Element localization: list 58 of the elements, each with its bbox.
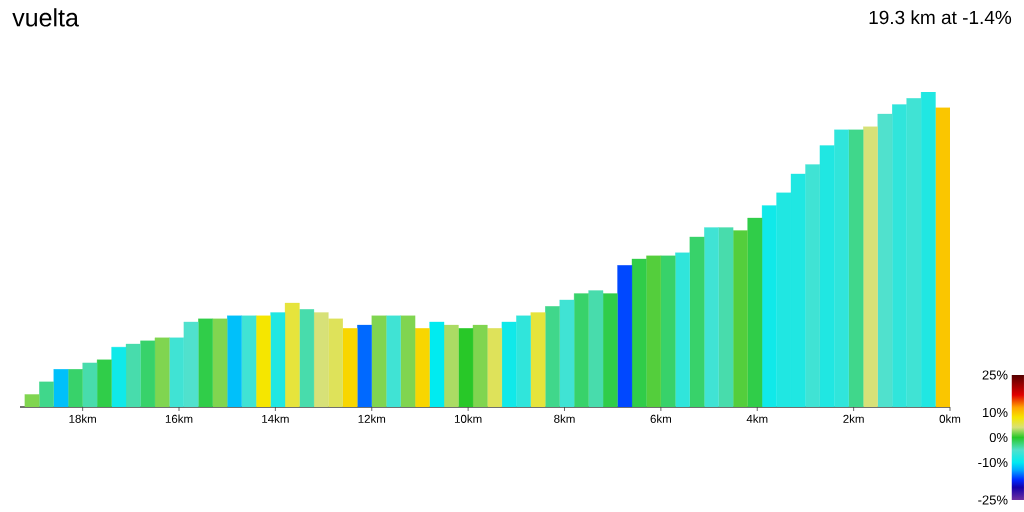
- x-tick-label: 8km: [554, 414, 575, 423]
- bar: [631, 258, 647, 407]
- x-tick-label: 2km: [843, 414, 864, 423]
- bar: [342, 328, 358, 407]
- bar: [39, 381, 54, 407]
- bar: [935, 107, 950, 407]
- x-tick-label: 12km: [358, 414, 386, 423]
- bar: [545, 306, 560, 407]
- bar: [328, 318, 343, 407]
- bar: [313, 312, 329, 407]
- bar: [819, 145, 835, 407]
- chart-title: vuelta: [12, 8, 79, 27]
- bar: [863, 126, 878, 407]
- bar: [675, 252, 690, 407]
- bar: [82, 362, 98, 407]
- bar: [733, 230, 748, 407]
- chart-subtitle: 19.3 km at -1.4%: [869, 10, 1012, 25]
- x-tick-label: 16km: [165, 414, 193, 423]
- color-bar-label: -25%: [978, 495, 1008, 505]
- bar: [154, 337, 170, 407]
- bar: [660, 255, 676, 407]
- bar: [689, 236, 705, 407]
- bar: [183, 321, 199, 407]
- bar: [530, 312, 546, 407]
- bar: [198, 318, 213, 407]
- bar: [212, 318, 228, 407]
- bar: [834, 129, 849, 407]
- bar: [270, 312, 286, 407]
- x-tick-label: 6km: [650, 414, 671, 423]
- x-tick-label: 18km: [69, 414, 96, 423]
- bar: [386, 315, 401, 407]
- bar: [704, 227, 719, 407]
- bar: [892, 104, 907, 407]
- bar: [848, 129, 864, 407]
- bar: [371, 315, 387, 407]
- bar: [906, 98, 922, 407]
- bar: [227, 315, 242, 407]
- bar: [588, 290, 604, 407]
- bar: [429, 321, 445, 407]
- x-tick-label: 0km: [939, 414, 961, 423]
- bar: [501, 321, 517, 407]
- color-bar-label: 10%: [982, 407, 1008, 418]
- color-bar-label: 25%: [982, 370, 1008, 380]
- bar: [24, 394, 40, 407]
- color-bar-label: -10%: [978, 457, 1008, 468]
- x-tick-label: 4km: [746, 414, 768, 423]
- bar: [400, 315, 416, 407]
- bar: [68, 369, 83, 407]
- bar: [53, 369, 69, 407]
- color-bar-label: 0%: [989, 432, 1008, 443]
- bar: [241, 315, 257, 407]
- bar: [169, 337, 184, 407]
- bar: [516, 315, 531, 407]
- x-tick-label: 10km: [454, 414, 482, 423]
- bar: [718, 227, 734, 407]
- bar: [559, 299, 575, 407]
- bar: [747, 217, 763, 407]
- x-tick-label: 14km: [262, 414, 289, 423]
